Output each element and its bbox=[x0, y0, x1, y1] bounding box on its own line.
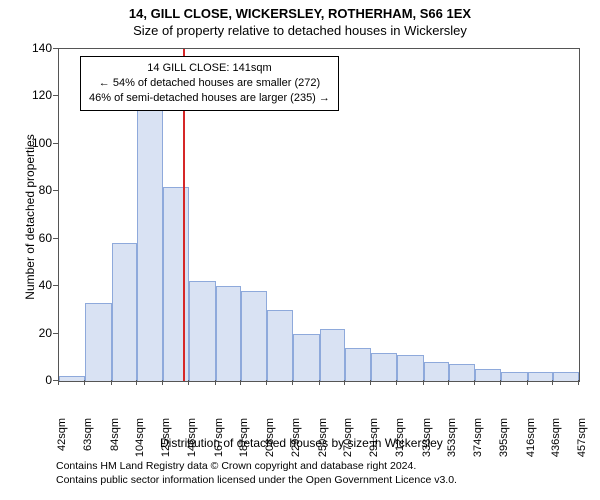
histogram-bar bbox=[501, 372, 527, 381]
histogram-bar bbox=[163, 187, 189, 381]
histogram-bar bbox=[345, 348, 371, 381]
y-tick-label: 60 bbox=[22, 231, 52, 245]
x-tick-mark bbox=[500, 380, 501, 385]
x-tick-label: 104sqm bbox=[134, 418, 146, 464]
y-tick-label: 40 bbox=[22, 278, 52, 292]
histogram-bar bbox=[216, 286, 241, 381]
x-tick-mark bbox=[136, 380, 137, 385]
x-tick-label: 395sqm bbox=[498, 418, 510, 464]
x-tick-mark bbox=[111, 380, 112, 385]
histogram-bar bbox=[371, 353, 397, 381]
histogram-bar bbox=[449, 364, 475, 381]
x-tick-mark bbox=[292, 380, 293, 385]
y-tick-mark bbox=[53, 238, 58, 239]
histogram-bar bbox=[424, 362, 449, 381]
chart-container: 14, GILL CLOSE, WICKERSLEY, ROTHERHAM, S… bbox=[0, 0, 600, 500]
y-tick-mark bbox=[53, 333, 58, 334]
x-tick-mark bbox=[527, 380, 528, 385]
histogram-bar bbox=[553, 372, 579, 381]
x-tick-mark bbox=[423, 380, 424, 385]
y-tick-label: 120 bbox=[22, 88, 52, 102]
histogram-bar bbox=[293, 334, 319, 381]
info-line2: ← 54% of detached houses are smaller (27… bbox=[89, 76, 330, 91]
histogram-bar bbox=[189, 281, 215, 381]
x-tick-mark bbox=[240, 380, 241, 385]
x-tick-mark bbox=[266, 380, 267, 385]
histogram-bar bbox=[112, 243, 137, 381]
histogram-bar bbox=[137, 101, 163, 381]
x-tick-mark bbox=[448, 380, 449, 385]
y-tick-label: 140 bbox=[22, 41, 52, 55]
x-tick-label: 63sqm bbox=[82, 418, 94, 464]
x-tick-mark bbox=[319, 380, 320, 385]
y-tick-label: 0 bbox=[22, 373, 52, 387]
attribution-line2: Contains public sector information licen… bbox=[56, 474, 457, 488]
y-tick-mark bbox=[53, 48, 58, 49]
x-tick-label: 84sqm bbox=[109, 418, 121, 464]
y-tick-label: 20 bbox=[22, 326, 52, 340]
x-tick-mark bbox=[58, 380, 59, 385]
histogram-bar bbox=[528, 372, 553, 381]
histogram-bar bbox=[59, 376, 85, 381]
histogram-bar bbox=[397, 355, 423, 381]
x-tick-mark bbox=[370, 380, 371, 385]
y-tick-mark bbox=[53, 190, 58, 191]
y-tick-mark bbox=[53, 95, 58, 96]
x-tick-label: 42sqm bbox=[56, 418, 68, 464]
attribution-line1: Contains HM Land Registry data © Crown c… bbox=[56, 460, 457, 474]
x-tick-mark bbox=[188, 380, 189, 385]
x-tick-mark bbox=[474, 380, 475, 385]
y-tick-mark bbox=[53, 143, 58, 144]
y-tick-label: 100 bbox=[22, 136, 52, 150]
x-tick-mark bbox=[578, 380, 579, 385]
y-tick-label: 80 bbox=[22, 183, 52, 197]
x-tick-mark bbox=[344, 380, 345, 385]
title-main: 14, GILL CLOSE, WICKERSLEY, ROTHERHAM, S… bbox=[0, 0, 600, 21]
x-tick-mark bbox=[215, 380, 216, 385]
x-tick-label: 436sqm bbox=[550, 418, 562, 464]
title-sub: Size of property relative to detached ho… bbox=[0, 21, 600, 38]
x-tick-label: 353sqm bbox=[446, 418, 458, 464]
y-tick-mark bbox=[53, 285, 58, 286]
x-tick-label: 457sqm bbox=[576, 418, 588, 464]
histogram-bar bbox=[475, 369, 501, 381]
histogram-bar bbox=[241, 291, 267, 381]
x-tick-mark bbox=[552, 380, 553, 385]
x-tick-mark bbox=[162, 380, 163, 385]
histogram-bar bbox=[267, 310, 293, 381]
x-tick-mark bbox=[396, 380, 397, 385]
x-tick-mark bbox=[84, 380, 85, 385]
x-axis-label: Distribution of detached houses by size … bbox=[160, 436, 443, 450]
x-tick-label: 416sqm bbox=[525, 418, 537, 464]
attribution: Contains HM Land Registry data © Crown c… bbox=[56, 460, 457, 487]
histogram-bar bbox=[85, 303, 111, 381]
x-tick-label: 374sqm bbox=[472, 418, 484, 464]
info-line1: 14 GILL CLOSE: 141sqm bbox=[89, 61, 330, 76]
info-box: 14 GILL CLOSE: 141sqm ← 54% of detached … bbox=[80, 56, 339, 111]
info-line3: 46% of semi-detached houses are larger (… bbox=[89, 91, 330, 106]
histogram-bar bbox=[320, 329, 345, 381]
